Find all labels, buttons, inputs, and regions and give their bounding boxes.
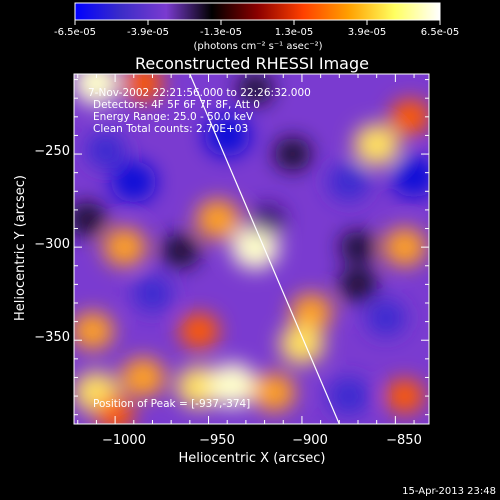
- heatmap-blob: [195, 199, 240, 240]
- time-range-label: 7-Nov-2002 22:21:56.000 to 22:26:32.000: [88, 87, 311, 99]
- colorbar-gradient: [75, 3, 440, 20]
- peak-position-label: Position of Peak = [-937,-374]: [93, 398, 250, 410]
- colorbar-unit-label: (photons cm⁻² s⁻¹ asec⁻²): [193, 41, 322, 52]
- y-tick-label: −350: [34, 330, 70, 345]
- footer-timestamp: 15-Apr-2013 23:48: [402, 486, 496, 497]
- heatmap-blob: [385, 378, 425, 414]
- colorbar-tick-label: -3.9e-05: [127, 27, 169, 38]
- y-tick-label: −300: [34, 237, 70, 252]
- heatmap-blob: [74, 74, 120, 105]
- heatmap-blob: [121, 357, 166, 398]
- plot-frame: [73, 73, 430, 425]
- heatmap-blob: [340, 231, 376, 264]
- heatmap-blob: [391, 155, 429, 198]
- colorbar-frame: [74, 2, 441, 21]
- heatmap-blob: [74, 202, 107, 237]
- heatmap-blob: [327, 377, 370, 416]
- heatmap-blob: [111, 161, 157, 203]
- heatmap-blob: [279, 323, 325, 365]
- colorbar-tick-label: 3.9e-05: [348, 27, 386, 38]
- heatmap-blob: [327, 162, 370, 201]
- heatmap-blob: [339, 267, 377, 302]
- solar-limb-line: [189, 74, 340, 424]
- y-tick-label: −250: [34, 144, 70, 159]
- heatmap-blob: [353, 123, 400, 166]
- heatmap-blob: [132, 275, 173, 312]
- heatmap-blob: [231, 225, 280, 270]
- heatmap-blob: [208, 362, 257, 407]
- heatmap-blob: [390, 98, 429, 135]
- colorbar-ticks: [74, 20, 441, 25]
- image-annotations: 7-Nov-2002 22:21:56.000 to 22:26:32.000 …: [88, 87, 311, 410]
- heatmap-blob: [74, 311, 114, 350]
- x-tick-label: −1000: [102, 433, 146, 448]
- heatmap-blob: [290, 293, 333, 332]
- colorbar-tick-label: -1.3e-05: [200, 27, 242, 38]
- colorbar-tick-label: -6.5e-05: [54, 27, 96, 38]
- colorbar-tick-label: 6.5e-05: [421, 27, 459, 38]
- heatmap-blob: [179, 312, 220, 349]
- clean-counts-label: Clean Total counts: 2.70E+03: [93, 123, 248, 135]
- y-axis-title: Heliocentric Y (arcsec): [13, 175, 28, 321]
- x-axis-title: Heliocentric X (arcsec): [179, 451, 326, 466]
- colorbar: -6.5e-05 -3.9e-05 -1.3e-05 1.3e-05 3.9e-…: [54, 2, 459, 52]
- heatmap-blob: [237, 74, 273, 105]
- heatmap-blob: [366, 299, 407, 336]
- heatmap-blob: [102, 227, 146, 267]
- heatmap-blob: [96, 397, 135, 424]
- heatmap-blob: [123, 74, 164, 102]
- heatmap-blob: [383, 227, 427, 267]
- energy-range-label: Energy Range: 25.0 - 50.0 keV: [93, 111, 254, 123]
- colorbar-tick-label: 1.3e-05: [275, 27, 313, 38]
- chart-title: Reconstructed RHESSI Image: [135, 54, 369, 73]
- x-tick-label: −950: [199, 433, 235, 448]
- heatmap-blob: [274, 137, 312, 171]
- heatmap-blob: [161, 233, 200, 268]
- heatmap-area: [74, 74, 429, 424]
- heatmap-image: [74, 74, 429, 424]
- x-tick-label: −900: [292, 433, 328, 448]
- heatmap-blob: [251, 204, 286, 235]
- x-tick-label: −850: [386, 433, 422, 448]
- axis-ticks: [74, 74, 429, 424]
- heatmap-blob: [176, 365, 223, 408]
- heatmap-blob: [252, 372, 296, 412]
- heatmap-blob: [204, 114, 251, 157]
- heatmap-blob: [85, 132, 126, 169]
- detectors-label: Detectors: 4F 5F 6F 7F 8F, Att 0: [93, 99, 260, 111]
